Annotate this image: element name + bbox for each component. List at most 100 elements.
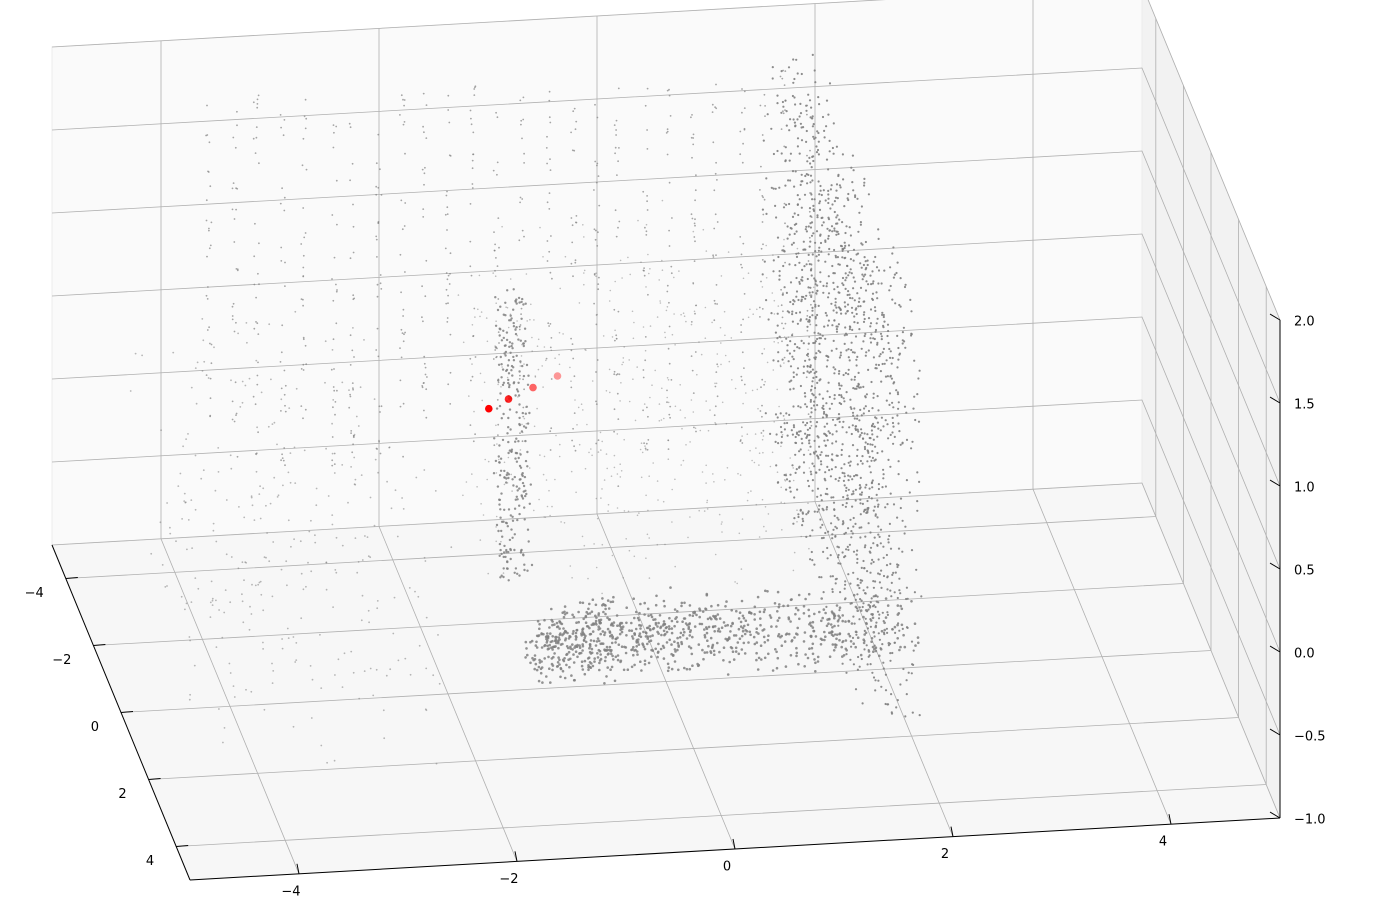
cloud-point bbox=[882, 545, 885, 548]
cloud-point bbox=[792, 81, 795, 84]
cloud-point bbox=[693, 260, 696, 262]
cloud-point bbox=[647, 614, 650, 618]
cloud-point bbox=[858, 297, 861, 300]
cloud-point bbox=[335, 125, 338, 128]
cloud-point bbox=[852, 642, 855, 645]
cloud-point bbox=[792, 299, 795, 302]
cloud-point bbox=[890, 581, 893, 585]
cloud-point bbox=[869, 471, 872, 474]
cloud-point bbox=[874, 624, 878, 627]
cloud-point bbox=[855, 553, 858, 556]
cloud-point bbox=[325, 588, 328, 591]
cloud-point bbox=[273, 476, 276, 479]
cloud-point bbox=[694, 224, 696, 227]
cloud-point bbox=[820, 451, 823, 454]
cloud-point bbox=[695, 613, 698, 617]
cloud-point bbox=[821, 216, 824, 219]
cloud-point bbox=[613, 373, 616, 376]
cloud-point bbox=[824, 611, 827, 615]
cloud-point bbox=[739, 625, 743, 628]
cloud-point bbox=[616, 507, 619, 509]
cloud-point bbox=[804, 395, 807, 398]
cloud-point bbox=[655, 594, 658, 598]
cloud-point bbox=[760, 165, 762, 168]
cloud-point bbox=[499, 516, 502, 519]
cloud-point bbox=[645, 230, 648, 233]
cloud-point bbox=[824, 260, 827, 263]
cloud-point bbox=[842, 479, 846, 482]
cloud-point bbox=[421, 386, 424, 389]
cloud-point bbox=[903, 285, 907, 289]
cloud-point bbox=[575, 221, 577, 224]
cloud-point bbox=[423, 172, 426, 175]
cloud-point bbox=[208, 141, 211, 144]
cloud-point bbox=[593, 273, 596, 275]
cloud-point bbox=[621, 625, 625, 628]
cloud-point bbox=[496, 485, 500, 488]
cloud-point bbox=[885, 359, 888, 362]
cloud-point bbox=[840, 312, 843, 315]
cloud-point bbox=[773, 341, 775, 343]
cloud-point bbox=[810, 646, 814, 650]
cloud-point bbox=[538, 627, 541, 631]
cloud-point bbox=[845, 391, 848, 394]
cloud-point bbox=[666, 401, 668, 404]
cloud-point bbox=[852, 571, 855, 574]
cloud-point bbox=[813, 439, 816, 442]
cloud-point bbox=[722, 659, 725, 662]
cloud-point bbox=[640, 261, 642, 264]
cloud-point bbox=[315, 487, 318, 490]
cloud-point bbox=[625, 621, 628, 625]
cloud-point bbox=[245, 688, 247, 691]
cloud-point bbox=[806, 479, 810, 482]
cloud-point bbox=[613, 466, 616, 469]
cloud-point bbox=[284, 261, 286, 264]
cloud-point bbox=[331, 523, 334, 526]
cloud-point bbox=[875, 600, 878, 603]
cloud-point bbox=[777, 360, 780, 363]
cloud-point bbox=[667, 347, 670, 350]
cloud-point bbox=[754, 433, 757, 435]
cloud-point bbox=[854, 688, 858, 691]
cloud-point bbox=[335, 290, 338, 293]
cloud-point bbox=[691, 635, 694, 639]
cloud-point bbox=[825, 434, 828, 437]
cloud-point bbox=[715, 83, 717, 86]
cloud-point bbox=[763, 198, 766, 201]
cloud-point bbox=[572, 427, 574, 430]
cloud-point bbox=[325, 561, 328, 564]
cloud-point bbox=[613, 454, 616, 457]
cloud-point bbox=[570, 380, 572, 383]
cloud-point bbox=[809, 226, 813, 229]
cloud-point bbox=[333, 472, 336, 474]
cloud-point bbox=[506, 289, 509, 292]
cloud-point bbox=[558, 658, 561, 662]
cloud-point bbox=[918, 714, 921, 717]
cloud-point bbox=[369, 667, 372, 670]
cloud-point bbox=[832, 366, 835, 369]
cloud-point bbox=[282, 134, 285, 137]
cloud-point bbox=[865, 483, 868, 486]
cloud-point bbox=[758, 536, 761, 538]
cloud-point bbox=[613, 679, 617, 683]
cloud-point bbox=[542, 386, 544, 388]
cloud-point bbox=[414, 590, 416, 593]
cloud-point bbox=[287, 637, 290, 639]
cloud-point bbox=[740, 263, 742, 266]
cloud-point bbox=[784, 322, 787, 325]
cloud-point bbox=[835, 330, 839, 333]
cloud-point bbox=[560, 622, 564, 626]
cloud-point bbox=[619, 463, 621, 466]
cloud-point bbox=[898, 303, 901, 307]
cloud-point bbox=[649, 396, 651, 399]
cloud-point bbox=[605, 390, 608, 392]
cloud-point bbox=[714, 172, 717, 175]
cloud-point bbox=[598, 659, 602, 662]
cloud-point bbox=[780, 304, 783, 307]
cloud-point bbox=[549, 169, 552, 172]
cloud-point bbox=[668, 362, 671, 365]
cloud-point bbox=[784, 99, 787, 102]
cloud-point bbox=[902, 326, 906, 329]
cloud-point bbox=[798, 198, 801, 201]
cloud-point bbox=[668, 301, 670, 304]
